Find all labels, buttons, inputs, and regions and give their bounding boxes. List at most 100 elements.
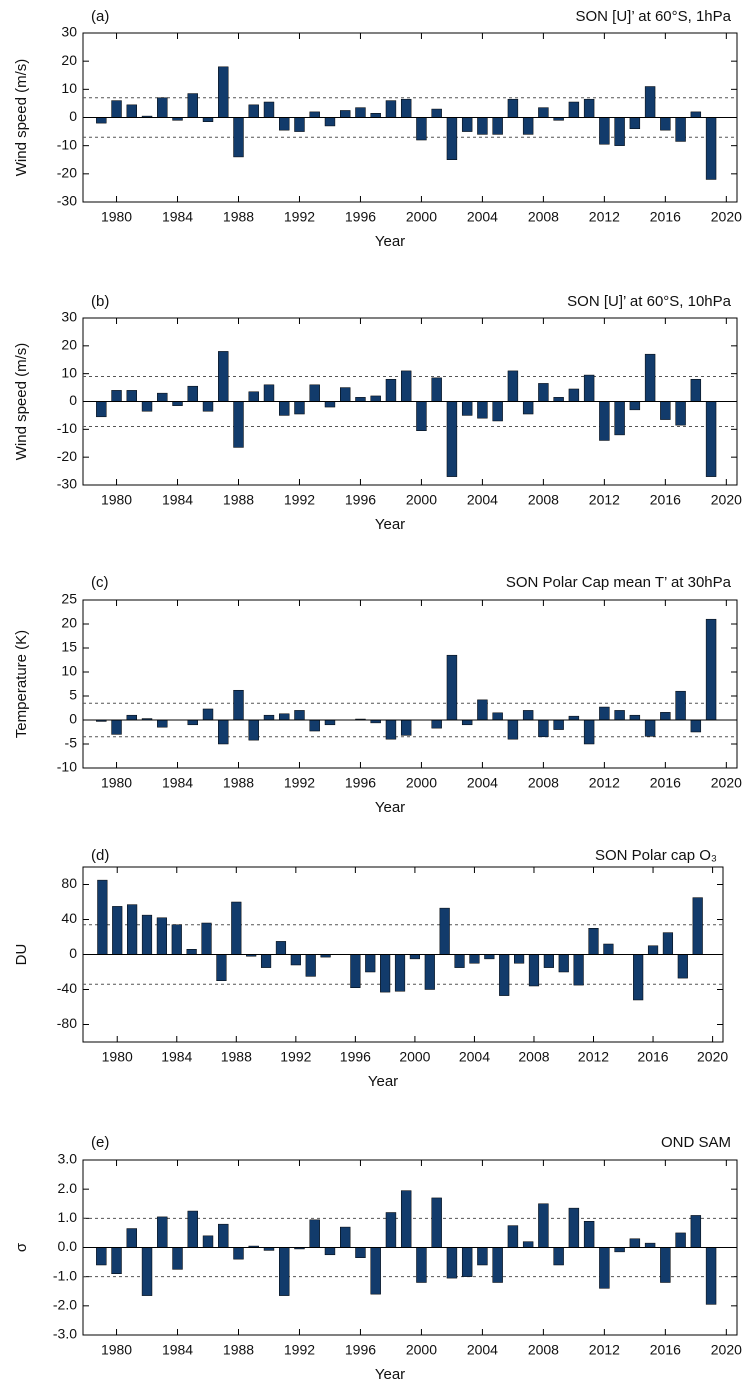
y-tick-label: 30	[61, 309, 77, 325]
x-tick-label: 2020	[711, 1342, 742, 1358]
bar	[644, 86, 656, 118]
panel-label: (e)	[91, 1134, 109, 1151]
chart-title: SON Polar cap O₃	[595, 847, 717, 864]
bar	[629, 401, 641, 411]
x-tick-label: 1988	[223, 1342, 254, 1358]
bar	[141, 401, 153, 412]
y-axis-label: Wind speed (m/s)	[13, 343, 30, 461]
bar	[690, 1215, 702, 1248]
bar	[568, 101, 580, 118]
bar	[218, 66, 229, 118]
bar	[279, 713, 290, 721]
x-tick-label: 1984	[162, 492, 193, 508]
x-tick-label: 2008	[528, 1342, 559, 1358]
bar	[263, 384, 275, 402]
x-axis-label: Year	[375, 516, 405, 533]
bar	[677, 954, 688, 979]
bar	[675, 690, 686, 721]
bar	[409, 954, 420, 960]
x-tick-label: 2004	[459, 1049, 490, 1065]
bar	[218, 1223, 229, 1248]
bar	[324, 117, 336, 127]
bar	[187, 719, 198, 726]
bar	[216, 954, 227, 981]
bar	[522, 401, 534, 415]
x-tick-label: 2004	[467, 209, 498, 225]
y-axis-label: DU	[13, 944, 30, 966]
bar	[355, 397, 366, 402]
bar	[614, 710, 625, 721]
x-tick-label: 1992	[284, 1342, 315, 1358]
bar	[538, 107, 549, 118]
bar	[248, 104, 259, 118]
bar	[96, 401, 107, 418]
bar	[126, 714, 137, 721]
bar	[583, 98, 595, 118]
y-tick-label: -40	[57, 980, 77, 996]
bar	[431, 108, 442, 118]
bar	[660, 401, 671, 420]
y-tick-label: -10	[57, 136, 77, 152]
bar	[112, 906, 123, 955]
bar	[111, 1247, 122, 1274]
bar	[538, 383, 549, 402]
x-tick-label: 1984	[162, 1342, 193, 1358]
bar	[400, 719, 412, 736]
x-tick-label: 1992	[284, 492, 315, 508]
bar	[187, 1210, 198, 1248]
y-tick-label: 20	[61, 337, 77, 353]
bar	[305, 954, 316, 977]
y-tick-label: -20	[57, 165, 77, 181]
bar	[461, 719, 473, 726]
bar	[218, 719, 229, 745]
bar	[370, 395, 381, 402]
bar	[553, 397, 564, 402]
bar	[233, 1247, 244, 1260]
bar	[690, 719, 702, 733]
bar	[469, 954, 480, 964]
bar	[260, 954, 272, 968]
bar	[416, 401, 427, 431]
x-tick-label: 1980	[101, 1342, 132, 1358]
bar	[385, 378, 397, 402]
x-tick-label: 1996	[340, 1049, 371, 1065]
bar	[279, 117, 290, 131]
bar	[662, 932, 674, 955]
x-tick-label: 2008	[528, 492, 559, 508]
y-tick-label: -80	[57, 1015, 77, 1031]
y-tick-label: -3.0	[53, 1326, 77, 1342]
bar	[424, 954, 435, 990]
bar	[141, 1247, 153, 1296]
chart-title: SON Polar Cap mean T’ at 30hPa	[506, 574, 732, 591]
x-tick-label: 2016	[650, 1342, 681, 1358]
x-tick-label: 2016	[650, 209, 681, 225]
x-tick-label: 2012	[589, 1342, 620, 1358]
x-tick-label: 2012	[589, 492, 620, 508]
bar	[141, 914, 153, 955]
bar	[599, 706, 610, 721]
bar	[294, 401, 305, 415]
x-tick-label: 1980	[102, 1049, 133, 1065]
bar	[400, 1190, 412, 1248]
bar	[380, 954, 391, 993]
bar	[324, 719, 336, 726]
x-tick-label: 1988	[223, 492, 254, 508]
y-tick-label: 20	[61, 615, 77, 631]
y-tick-label: -1.0	[53, 1267, 77, 1283]
bar	[583, 719, 595, 745]
bar	[126, 104, 137, 118]
bar	[484, 954, 495, 960]
bar	[431, 1197, 442, 1248]
x-tick-label: 2000	[406, 1342, 437, 1358]
bar	[111, 390, 122, 402]
bar	[309, 1219, 320, 1248]
y-tick-label: 0	[69, 392, 77, 408]
bar	[355, 107, 366, 118]
bar	[553, 1247, 564, 1266]
bar	[507, 98, 519, 118]
bar	[385, 1212, 397, 1248]
panel-label: (a)	[91, 8, 109, 25]
x-tick-label: 1996	[345, 492, 376, 508]
x-axis-label: Year	[368, 1073, 398, 1090]
bar	[543, 954, 554, 968]
